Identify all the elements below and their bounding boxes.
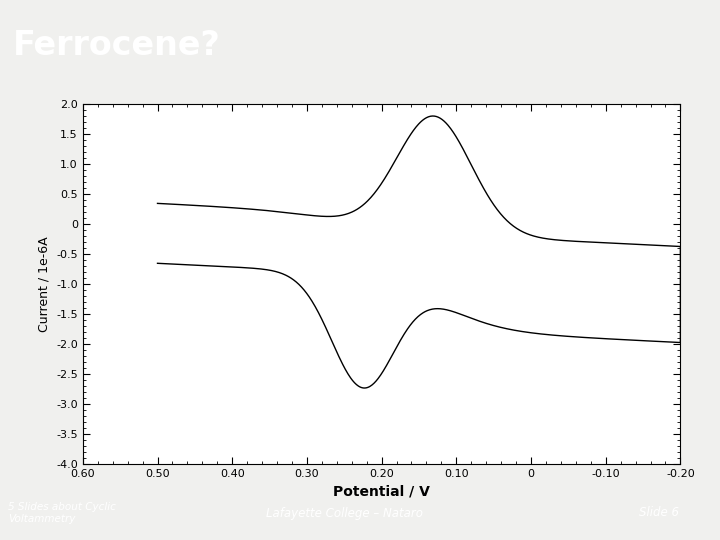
Y-axis label: Current / 1e-6A: Current / 1e-6A <box>37 237 50 332</box>
Text: Slide 6: Slide 6 <box>639 507 680 519</box>
Text: Lafayette College – Nataro: Lafayette College – Nataro <box>266 507 423 519</box>
Text: Ferrocene?: Ferrocene? <box>12 29 220 62</box>
X-axis label: Potential / V: Potential / V <box>333 485 430 499</box>
Text: 5 Slides about Cyclic
Voltammetry: 5 Slides about Cyclic Voltammetry <box>8 502 116 524</box>
